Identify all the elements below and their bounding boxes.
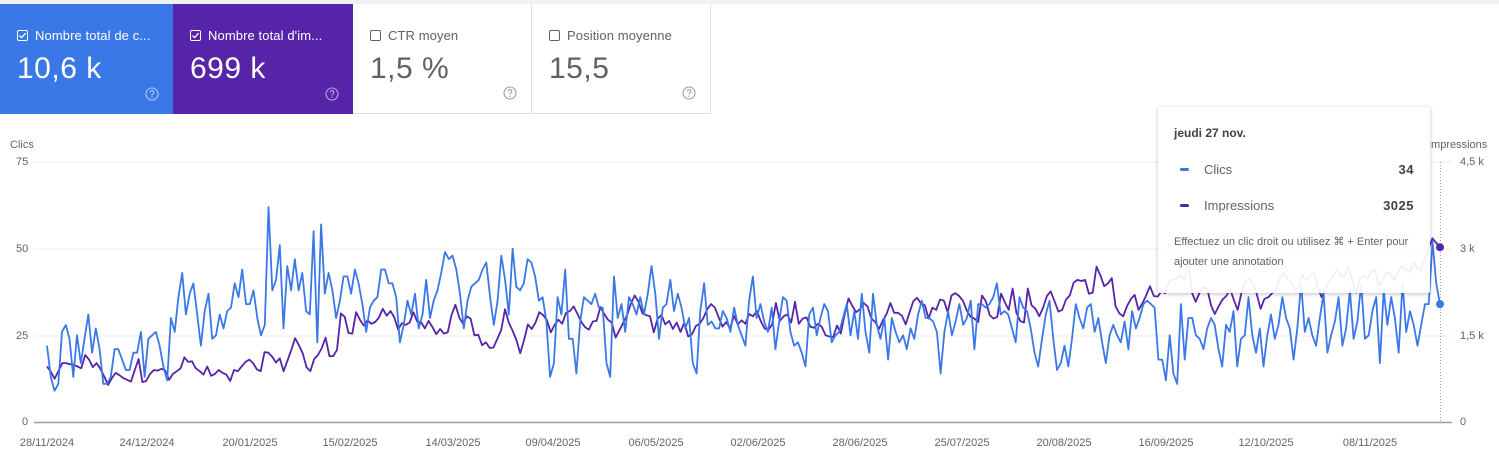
clicks-legend-icon (1180, 168, 1189, 171)
x-tick-label: 14/03/2025 (425, 437, 481, 449)
tooltip-annotation-hint: Effectuez un clic droit ou utilisez ⌘ + … (1174, 236, 1409, 268)
x-tick-label: 15/02/2025 (322, 437, 378, 449)
x-tick-label: 02/06/2025 (730, 437, 786, 449)
metric-value: 1,5 % (370, 52, 450, 85)
tooltip-series-value: 34 (1398, 162, 1414, 177)
x-tick-label: 20/08/2025 (1036, 437, 1092, 449)
tooltip-series-name: Clics (1204, 162, 1233, 177)
metric-value: 699 k (190, 52, 266, 85)
y-tick-left: 75 (16, 156, 29, 168)
metric-card-impressions[interactable]: Nombre total d'im... 699 k (173, 4, 353, 114)
x-tick-label: 24/12/2024 (119, 437, 175, 449)
impressions-legend-icon (1180, 204, 1189, 207)
metric-label: Nombre total de c... (35, 28, 151, 43)
metric-cards: Nombre total de c... 10,6 k Nombre total… (0, 4, 711, 114)
clicks-hover-point (1436, 300, 1444, 309)
y-tick-right: 0 (1460, 416, 1467, 428)
tooltip-date: jeudi 27 nov. (1174, 126, 1246, 140)
x-tick-label: 28/11/2024 (19, 437, 75, 449)
tooltip-row-clicks: Clics 34 (1180, 162, 1414, 177)
metric-value: 10,6 k (17, 52, 102, 85)
x-tick-label: 12/10/2025 (1238, 437, 1294, 449)
tooltip-series-value: 3025 (1383, 198, 1414, 213)
help-icon[interactable] (503, 86, 517, 100)
metric-value: 15,5 (549, 52, 610, 85)
y-tick-left: 25 (16, 330, 29, 342)
metric-card-position[interactable]: Position moyenne 15,5 (532, 4, 711, 114)
y-tick-right: 1,5 k (1460, 330, 1484, 342)
metric-label: CTR moyen (388, 28, 459, 43)
x-tick-label: 09/04/2025 (525, 437, 581, 449)
x-tick-label: 06/05/2025 (628, 437, 684, 449)
left-axis-title: Clics (10, 139, 34, 151)
x-tick-label: 20/01/2025 (222, 437, 278, 449)
help-icon[interactable] (145, 87, 159, 101)
help-icon[interactable] (325, 87, 339, 101)
metric-label: Position moyenne (567, 28, 672, 43)
checkbox-unchecked-icon[interactable] (370, 30, 381, 41)
chart-tooltip: jeudi 27 nov. Clics 34 Impressions 3025 … (1158, 107, 1430, 293)
tooltip-series-name: Impressions (1204, 198, 1275, 213)
help-icon[interactable] (682, 86, 696, 100)
y-tick-left: 50 (16, 243, 29, 255)
right-axis-title: Impressions (1428, 139, 1488, 151)
y-tick-left: 0 (22, 416, 29, 428)
checkbox-checked-icon[interactable] (17, 30, 28, 41)
x-tick-label: 08/11/2025 (1342, 437, 1398, 449)
top-border (0, 0, 1499, 4)
metric-card-header: Nombre total d'im... (190, 28, 322, 43)
clicks-line (46, 206, 1441, 392)
metric-label: Nombre total d'im... (208, 28, 323, 43)
checkbox-checked-icon[interactable] (190, 30, 201, 41)
x-tick-label: 28/06/2025 (832, 437, 888, 449)
metric-card-header: Nombre total de c... (17, 28, 150, 43)
metric-card-clicks[interactable]: Nombre total de c... 10,6 k (0, 4, 173, 114)
y-tick-right: 3 k (1460, 243, 1475, 255)
x-tick-label: 25/07/2025 (934, 437, 990, 449)
y-tick-right: 4,5 k (1460, 156, 1484, 168)
tooltip-row-impressions: Impressions 3025 (1180, 198, 1414, 213)
metric-card-ctr[interactable]: CTR moyen 1,5 % (353, 4, 532, 114)
metric-card-header: Position moyenne (549, 28, 672, 43)
x-tick-label: 16/09/2025 (1138, 437, 1194, 449)
checkbox-unchecked-icon[interactable] (549, 30, 560, 41)
impressions-hover-point (1436, 243, 1444, 252)
metric-card-header: CTR moyen (370, 28, 458, 43)
